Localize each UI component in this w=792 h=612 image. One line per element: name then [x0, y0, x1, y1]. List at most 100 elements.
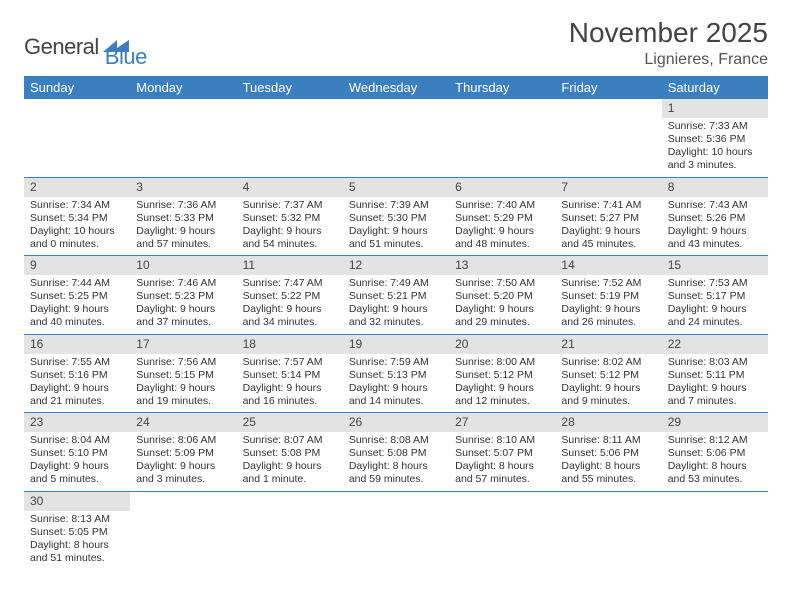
- calendar-table: SundayMondayTuesdayWednesdayThursdayFrid…: [24, 76, 768, 569]
- day-number: 3: [130, 178, 236, 197]
- month-title: November 2025: [569, 18, 768, 49]
- sunset-line: Sunset: 5:16 PM: [30, 369, 108, 381]
- day-number: 6: [449, 178, 555, 197]
- sunset-line: Sunset: 5:30 PM: [349, 212, 427, 224]
- day-body: Sunrise: 7:59 AMSunset: 5:13 PMDaylight:…: [343, 354, 449, 413]
- day-number: 28: [555, 413, 661, 432]
- daylight-line: Daylight: 9 hours and 14 minutes.: [349, 382, 428, 407]
- week-row: 2Sunrise: 7:34 AMSunset: 5:34 PMDaylight…: [24, 177, 768, 256]
- daylight-line: Daylight: 9 hours and 34 minutes.: [243, 303, 322, 328]
- daylight-line: Daylight: 9 hours and 32 minutes.: [349, 303, 428, 328]
- day-cell: 25 Sunrise: 8:07 AMSunset: 5:08 PMDayligh…: [237, 413, 343, 492]
- day-number: 17: [130, 335, 236, 354]
- day-number: 15: [662, 256, 768, 275]
- day-body: Sunrise: 7:53 AMSunset: 5:17 PMDaylight:…: [662, 275, 768, 334]
- sunset-line: Sunset: 5:20 PM: [455, 290, 533, 302]
- day-header: Tuesday: [237, 76, 343, 99]
- sunrise-line: Sunrise: 8:00 AM: [455, 356, 535, 368]
- day-cell: 6Sunrise: 7:40 AMSunset: 5:29 PMDaylight…: [449, 177, 555, 256]
- week-row: 30Sunrise: 8:13 AMSunset: 5:05 PMDayligh…: [24, 491, 768, 569]
- sunrise-line: Sunrise: 7:33 AM: [668, 120, 748, 132]
- sunrise-line: Sunrise: 7:49 AM: [349, 277, 429, 289]
- calendar-page: General Blue November 2025 Lignieres, Fr…: [0, 0, 792, 612]
- sunset-line: Sunset: 5:11 PM: [668, 369, 745, 381]
- day-number: 24: [130, 413, 236, 432]
- sunset-line: Sunset: 5:06 PM: [668, 447, 746, 459]
- blank-cell: [24, 99, 130, 177]
- sunset-line: Sunset: 5:13 PM: [349, 369, 427, 381]
- sunset-line: Sunset: 5:05 PM: [30, 526, 108, 538]
- sunset-line: Sunset: 5:22 PM: [243, 290, 321, 302]
- sunrise-line: Sunrise: 7:53 AM: [668, 277, 748, 289]
- day-number: 5: [343, 178, 449, 197]
- day-cell: 30Sunrise: 8:13 AMSunset: 5:05 PMDayligh…: [24, 491, 130, 569]
- sunrise-line: Sunrise: 7:46 AM: [136, 277, 216, 289]
- day-number: 26: [343, 413, 449, 432]
- day-body: Sunrise: 7:37 AMSunset: 5:32 PMDaylight:…: [237, 197, 343, 256]
- day-cell: 24Sunrise: 8:06 AMSunset: 5:09 PMDayligh…: [130, 413, 236, 492]
- sunset-line: Sunset: 5:14 PM: [243, 369, 321, 381]
- sunrise-line: Sunrise: 7:36 AM: [136, 199, 216, 211]
- day-header: Monday: [130, 76, 236, 99]
- daylight-line: Daylight: 9 hours and 3 minutes.: [136, 460, 215, 485]
- day-number: 11: [237, 256, 343, 275]
- daylight-line: Daylight: 9 hours and 48 minutes.: [455, 225, 534, 250]
- day-number: 8: [662, 178, 768, 197]
- daylight-line: Daylight: 9 hours and 54 minutes.: [243, 225, 322, 250]
- week-row: 9Sunrise: 7:44 AMSunset: 5:25 PMDaylight…: [24, 256, 768, 335]
- sunset-line: Sunset: 5:07 PM: [455, 447, 533, 459]
- daylight-line: Daylight: 9 hours and 1 minute.: [243, 460, 322, 485]
- day-header-row: SundayMondayTuesdayWednesdayThursdayFrid…: [24, 76, 768, 99]
- day-number: 25: [237, 413, 343, 432]
- daylight-line: Daylight: 8 hours and 55 minutes.: [561, 460, 640, 485]
- daylight-line: Daylight: 10 hours and 3 minutes.: [668, 146, 753, 171]
- day-number: 23: [24, 413, 130, 432]
- sunrise-line: Sunrise: 8:11 AM: [561, 434, 640, 446]
- week-row: 16Sunrise: 7:55 AMSunset: 5:16 PMDayligh…: [24, 334, 768, 413]
- day-body: Sunrise: 8:06 AMSunset: 5:09 PMDaylight:…: [130, 432, 236, 491]
- day-header: Friday: [555, 76, 661, 99]
- day-number: 20: [449, 335, 555, 354]
- day-body: Sunrise: 7:52 AMSunset: 5:19 PMDaylight:…: [555, 275, 661, 334]
- sunrise-line: Sunrise: 7:34 AM: [30, 199, 110, 211]
- day-cell: 4Sunrise: 7:37 AMSunset: 5:32 PMDaylight…: [237, 177, 343, 256]
- day-body: Sunrise: 7:36 AMSunset: 5:33 PMDaylight:…: [130, 197, 236, 256]
- day-cell: 15Sunrise: 7:53 AMSunset: 5:17 PMDayligh…: [662, 256, 768, 335]
- day-cell: 8Sunrise: 7:43 AMSunset: 5:26 PMDaylight…: [662, 177, 768, 256]
- blank-cell: [555, 491, 661, 569]
- day-body: Sunrise: 8:11 AMSunset: 5:06 PMDaylight:…: [555, 432, 661, 491]
- sunrise-line: Sunrise: 7:50 AM: [455, 277, 535, 289]
- day-body: Sunrise: 8:02 AMSunset: 5:12 PMDaylight:…: [555, 354, 661, 413]
- day-body: Sunrise: 8:04 AMSunset: 5:10 PMDaylight:…: [24, 432, 130, 491]
- sunset-line: Sunset: 5:06 PM: [561, 447, 639, 459]
- day-body: Sunrise: 8:12 AMSunset: 5:06 PMDaylight:…: [662, 432, 768, 491]
- sunrise-line: Sunrise: 7:56 AM: [136, 356, 216, 368]
- day-header: Thursday: [449, 76, 555, 99]
- day-cell: 7Sunrise: 7:41 AMSunset: 5:27 PMDaylight…: [555, 177, 661, 256]
- week-row: 1Sunrise: 7:33 AMSunset: 5:36 PMDaylight…: [24, 99, 768, 177]
- day-cell: 3Sunrise: 7:36 AMSunset: 5:33 PMDaylight…: [130, 177, 236, 256]
- day-body: Sunrise: 7:41 AMSunset: 5:27 PMDaylight:…: [555, 197, 661, 256]
- day-number: 14: [555, 256, 661, 275]
- daylight-line: Daylight: 9 hours and 45 minutes.: [561, 225, 640, 250]
- day-header: Sunday: [24, 76, 130, 99]
- day-number: 4: [237, 178, 343, 197]
- day-cell: 9Sunrise: 7:44 AMSunset: 5:25 PMDaylight…: [24, 256, 130, 335]
- brand-name-2: Blue: [105, 44, 147, 69]
- daylight-line: Daylight: 9 hours and 24 minutes.: [668, 303, 747, 328]
- sunrise-line: Sunrise: 7:43 AM: [668, 199, 748, 211]
- sunset-line: Sunset: 5:08 PM: [243, 447, 321, 459]
- daylight-line: Daylight: 9 hours and 7 minutes.: [668, 382, 747, 407]
- day-cell: 20Sunrise: 8:00 AMSunset: 5:12 PMDayligh…: [449, 334, 555, 413]
- sunrise-line: Sunrise: 8:07 AM: [243, 434, 323, 446]
- day-number: 19: [343, 335, 449, 354]
- day-body: Sunrise: 8:13 AMSunset: 5:05 PMDaylight:…: [24, 511, 130, 570]
- location: Lignieres, France: [569, 51, 768, 69]
- sunrise-line: Sunrise: 8:02 AM: [561, 356, 641, 368]
- day-number: 22: [662, 335, 768, 354]
- sunrise-line: Sunrise: 7:44 AM: [30, 277, 110, 289]
- sunset-line: Sunset: 5:21 PM: [349, 290, 427, 302]
- sunset-line: Sunset: 5:15 PM: [136, 369, 214, 381]
- day-body: Sunrise: 7:33 AMSunset: 5:36 PMDaylight:…: [662, 118, 768, 177]
- day-cell: 27Sunrise: 8:10 AMSunset: 5:07 PMDayligh…: [449, 413, 555, 492]
